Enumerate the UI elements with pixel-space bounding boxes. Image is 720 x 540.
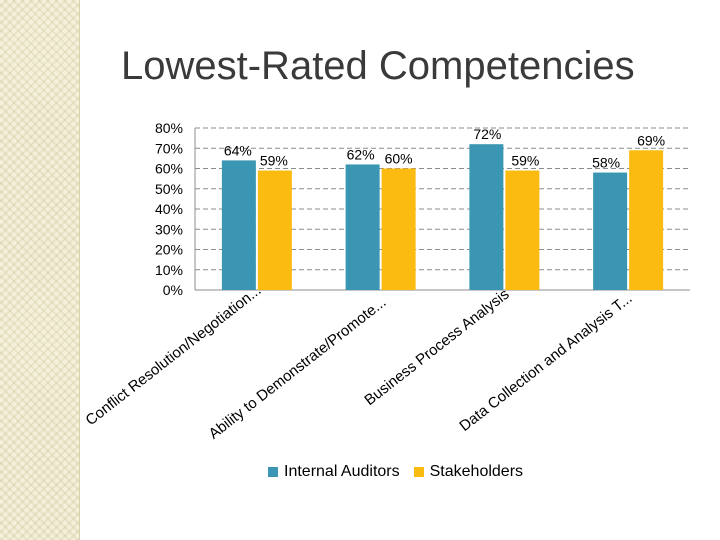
legend-label-internal-auditors: Internal Auditors [284, 463, 400, 480]
y-tick-label: 30% [155, 221, 183, 237]
y-tick-label: 60% [155, 161, 183, 177]
y-tick-label: 40% [155, 201, 183, 217]
legend-swatch-internal-auditors [268, 467, 278, 477]
bar-internal-auditors-3 [469, 144, 504, 290]
legend-item-internal-auditors: Internal Auditors [268, 463, 400, 481]
bar-internal-auditors-4 [593, 172, 628, 290]
data-label-internal-auditors-1: 64% [224, 142, 252, 158]
legend-swatch-stakeholders [413, 467, 424, 477]
data-label-internal-auditors-3: 72% [473, 126, 501, 142]
legend-label-stakeholders: Stakeholders [429, 463, 524, 480]
data-label-internal-auditors-4: 58% [592, 155, 620, 171]
y-tick-label: 80% [155, 120, 183, 136]
bar-stakeholders-2 [381, 168, 416, 290]
data-label-stakeholders-3: 59% [511, 153, 539, 169]
data-label-stakeholders-1: 59% [260, 153, 288, 169]
y-tick-label: 0% [163, 282, 183, 298]
bar-stakeholders-3 [505, 170, 540, 290]
y-tick-label: 50% [155, 181, 183, 197]
legend-item-stakeholders: Stakeholders [413, 463, 524, 481]
bar-stakeholders-4 [629, 150, 664, 290]
bar-internal-auditors-2 [345, 164, 380, 290]
y-tick-label: 10% [155, 262, 183, 278]
data-label-stakeholders-2: 60% [385, 151, 413, 167]
y-tick-label: 20% [155, 242, 183, 258]
data-label-stakeholders-4: 69% [637, 132, 665, 148]
y-tick-label: 70% [155, 140, 183, 156]
bar-stakeholders-1 [257, 170, 292, 290]
data-label-internal-auditors-2: 62% [347, 146, 375, 162]
slide-title: Lowest-Rated Competencies [121, 44, 635, 88]
chart-legend: Internal Auditors Stakeholders [268, 463, 537, 481]
bar-internal-auditors-1 [221, 160, 256, 290]
decorative-side-panel [0, 0, 79, 540]
side-panel-border [79, 0, 80, 540]
